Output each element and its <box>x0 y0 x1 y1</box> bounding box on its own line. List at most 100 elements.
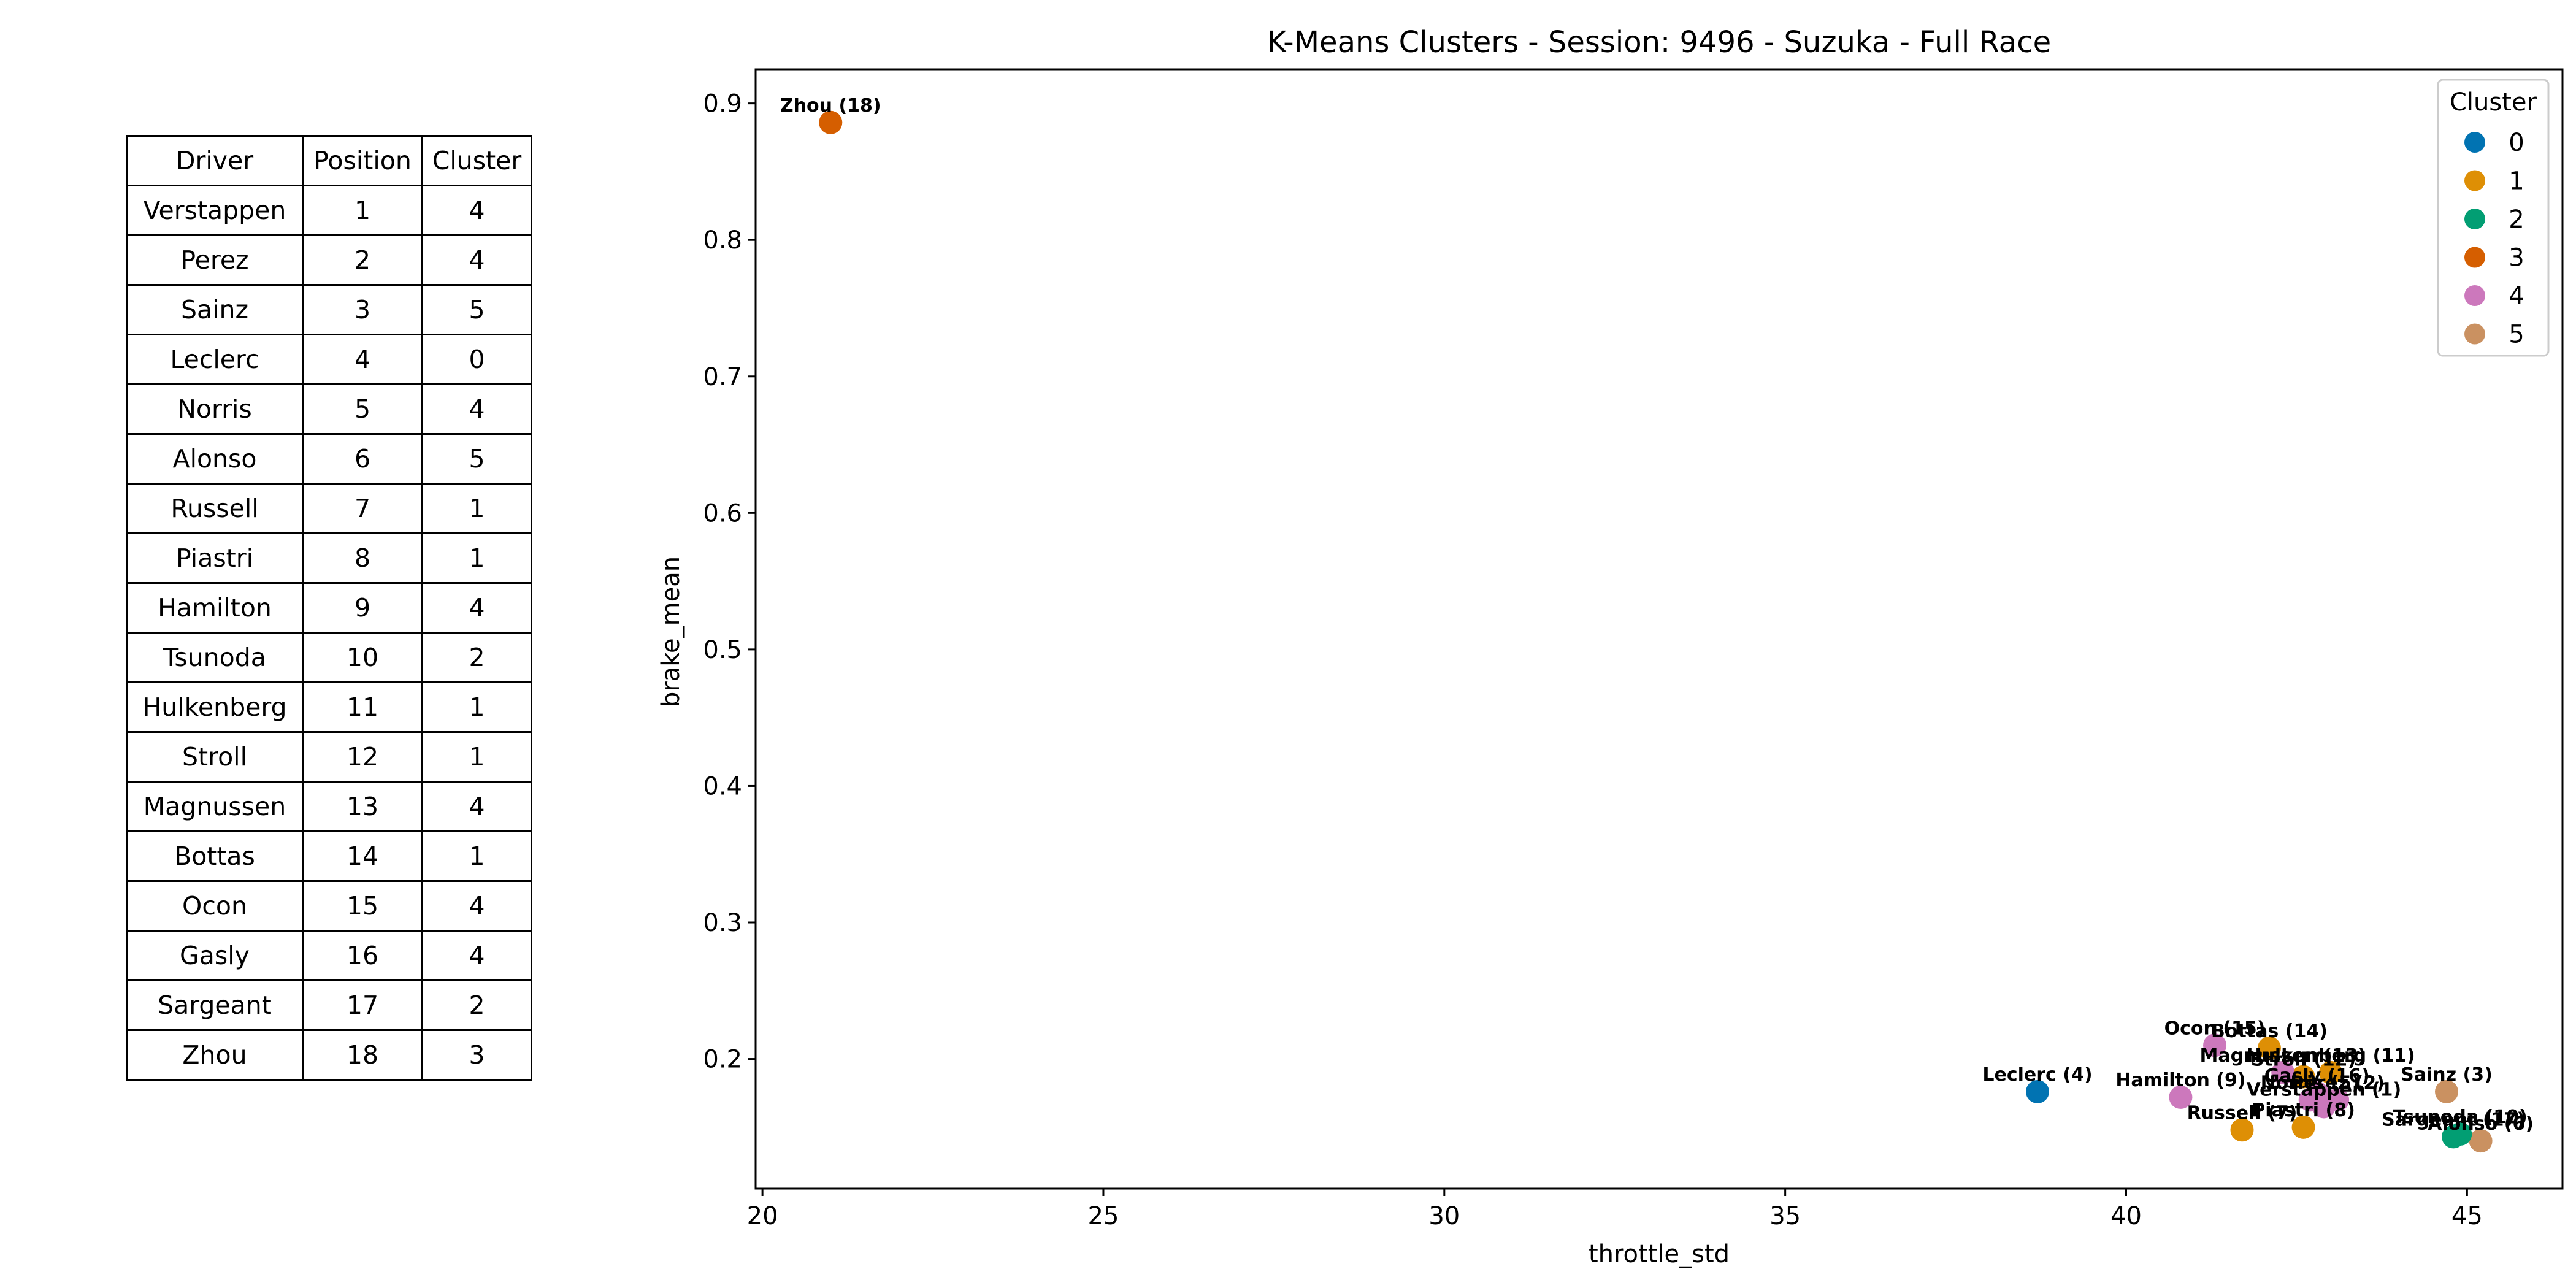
legend-label: 1 <box>2509 167 2524 196</box>
cell-cluster: 4 <box>421 185 532 236</box>
cell-driver: Russell <box>126 483 304 534</box>
point-labels: Verstappen (1)Perez (2) Sainz (3) Leclerc … <box>780 95 2534 1135</box>
table-row: Verstappen 1 4 <box>126 185 532 236</box>
table-row: Zhou 18 3 <box>126 1029 532 1081</box>
cell-position: 13 <box>302 781 423 832</box>
cell-position: 10 <box>302 632 423 683</box>
cell-driver: Stroll <box>126 731 304 783</box>
table-row: Piastri 8 1 <box>126 532 532 584</box>
data-point <box>2305 1081 2329 1105</box>
results-table: Driver Position Cluster Verstappen 1 4 Pere… <box>126 135 532 1081</box>
chart-title: K-Means Clusters - Session: 9496 - Suzuk… <box>1267 25 2051 59</box>
x-tick-label: 35 <box>1769 1202 1801 1230</box>
legend-label: 2 <box>2509 205 2524 234</box>
y-tick-label: 0.8 <box>703 226 742 255</box>
legend-marker <box>2464 132 2485 153</box>
data-point <box>2442 1125 2466 1149</box>
cell-position: 4 <box>302 334 423 385</box>
y-tick-label: 0.9 <box>703 90 742 118</box>
cell-driver: Magnussen <box>126 781 304 832</box>
cell-cluster: 3 <box>421 1029 532 1081</box>
legend-label: 5 <box>2509 321 2524 349</box>
point-label: Tsunoda (10) <box>2393 1106 2528 1128</box>
cell-driver: Verstappen <box>126 185 304 236</box>
cell-position: 11 <box>302 681 423 733</box>
point-label: Zhou (18) <box>780 95 881 117</box>
cell-position: 18 <box>302 1029 423 1081</box>
cell-position: 12 <box>302 731 423 783</box>
cell-cluster: 4 <box>421 930 532 981</box>
y-axis-label: brake_mean <box>657 556 685 707</box>
data-point <box>2230 1118 2254 1142</box>
cell-driver: Bottas <box>126 830 304 882</box>
point-label: Bottas (14) <box>2211 1021 2328 1042</box>
x-tick-label: 20 <box>747 1202 778 1230</box>
cell-position: 14 <box>302 830 423 882</box>
cell-position: 3 <box>302 284 423 335</box>
cell-cluster: 4 <box>421 383 532 435</box>
cell-driver: Sargeant <box>126 979 304 1031</box>
data-points <box>819 110 2493 1153</box>
y-tick-label: 0.4 <box>703 772 742 800</box>
legend-box <box>2437 79 2550 357</box>
point-label: Hulkenberg (11) <box>2246 1045 2415 1067</box>
data-point <box>2291 1115 2315 1139</box>
point-label: Gasly (16) <box>2264 1065 2370 1087</box>
table-row: Sainz 3 5 <box>126 284 532 335</box>
point-label: Sargeant (17) <box>2382 1109 2525 1130</box>
cell-cluster: 4 <box>421 582 532 634</box>
cell-cluster: 5 <box>421 284 532 335</box>
cell-driver: Piastri <box>126 532 304 584</box>
x-tick-label: 45 <box>2451 1202 2483 1230</box>
cell-cluster: 2 <box>421 632 532 683</box>
table-row: Hamilton 9 4 <box>126 582 532 634</box>
y-tick-label: 0.7 <box>703 363 742 391</box>
table-row: Stroll 12 1 <box>126 731 532 783</box>
cell-cluster: 1 <box>421 830 532 882</box>
cell-cluster: 1 <box>421 483 532 534</box>
point-label: Sainz (3) <box>2401 1064 2493 1086</box>
cell-driver: Zhou <box>126 1029 304 1081</box>
cell-driver: Ocon <box>126 880 304 932</box>
legend-label: 3 <box>2509 244 2524 272</box>
cell-driver: Perez <box>126 234 304 286</box>
cell-driver: Alonso <box>126 433 304 485</box>
table-row: Sargeant 17 2 <box>126 979 532 1031</box>
header-driver: Driver <box>126 135 304 186</box>
table-row: Ocon 15 4 <box>126 880 532 932</box>
table-row: Perez 2 4 <box>126 234 532 286</box>
data-point <box>2326 1088 2350 1112</box>
table-row: Bottas 14 1 <box>126 830 532 882</box>
cell-cluster: 2 <box>421 979 532 1031</box>
table-header-row: Driver Position Cluster <box>126 135 532 186</box>
cell-driver: Hamilton <box>126 582 304 634</box>
cell-driver: Tsunoda <box>126 632 304 683</box>
y-axis-ticks: 0.2 0.3 0.4 0.5 0.6 0.7 0.8 0.9 <box>703 90 756 1074</box>
point-label: Norris (5) <box>2261 1072 2360 1094</box>
cell-driver: Norris <box>126 383 304 435</box>
point-label: Alonso (6) <box>2428 1113 2534 1135</box>
data-point <box>2271 1060 2295 1084</box>
cell-cluster: 1 <box>421 532 532 584</box>
legend-marker <box>2464 209 2485 229</box>
x-axis-label: throttle_std <box>1589 1240 1730 1268</box>
cell-driver: Sainz <box>126 284 304 335</box>
cell-driver: Hulkenberg <box>126 681 304 733</box>
plot-frame <box>754 68 2564 1190</box>
table-row: Magnussen 13 4 <box>126 781 532 832</box>
data-point <box>2203 1033 2227 1057</box>
point-label: Ocon (15) <box>2164 1018 2266 1039</box>
cell-cluster: 4 <box>421 781 532 832</box>
y-tick-label: 0.2 <box>703 1046 742 1074</box>
cell-position: 7 <box>302 483 423 534</box>
table-row: Russell 7 1 <box>126 483 532 534</box>
cell-position: 2 <box>302 234 423 286</box>
cell-position: 17 <box>302 979 423 1031</box>
x-tick-label: 30 <box>1428 1202 1460 1230</box>
table-row: Alonso 6 5 <box>126 433 532 485</box>
cell-cluster: 4 <box>421 880 532 932</box>
cell-cluster: 1 <box>421 731 532 783</box>
y-tick-label: 0.3 <box>703 909 742 937</box>
point-label: Perez (2) <box>2290 1072 2385 1094</box>
